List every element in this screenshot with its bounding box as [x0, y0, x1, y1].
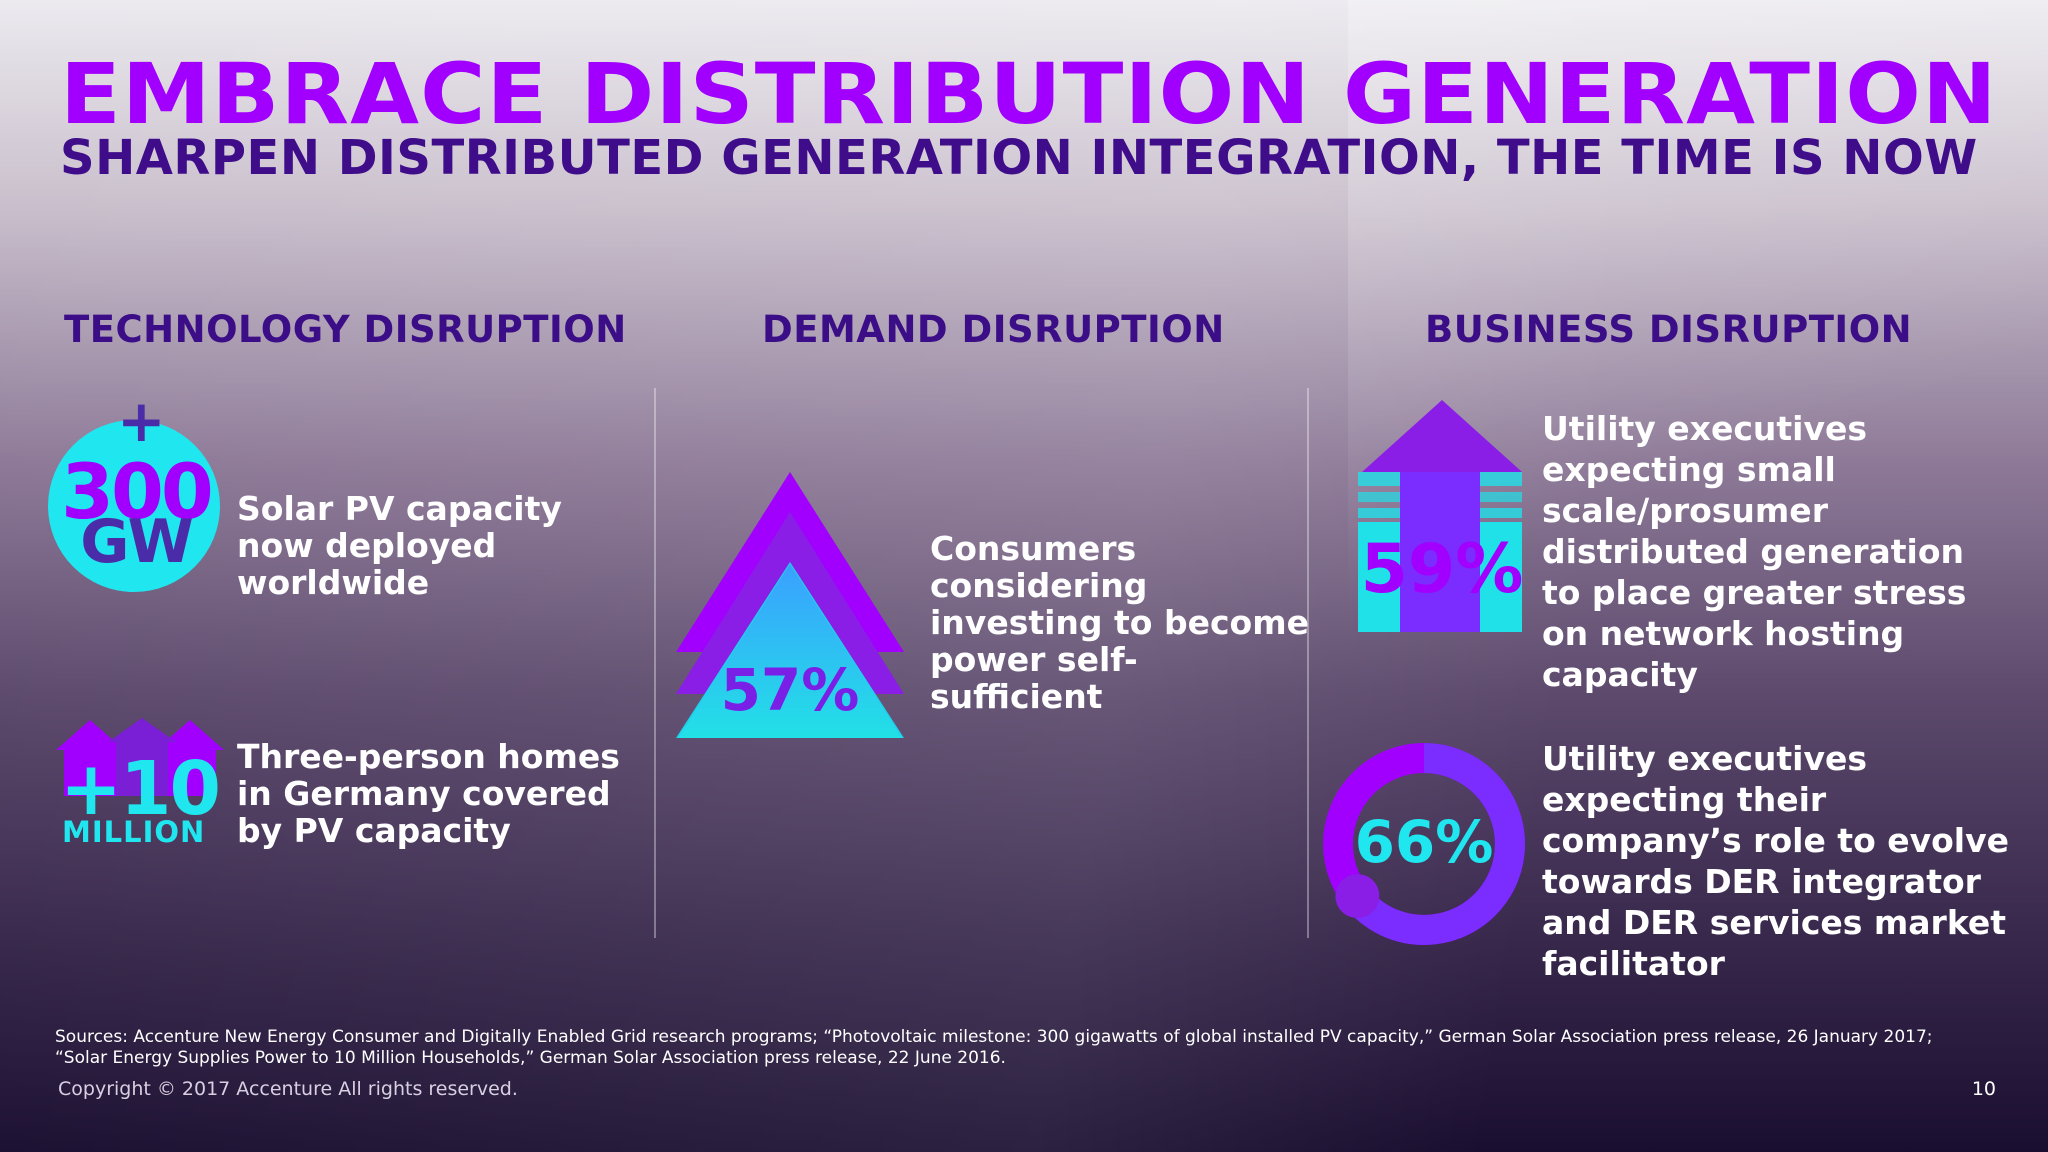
heading-demand-disruption: DEMAND DISRUPTION [762, 308, 1225, 351]
column-divider-left [654, 388, 656, 938]
stat-66-percent: 66% [1354, 808, 1494, 876]
stat-66-description: Utility executives expecting their compa… [1542, 739, 2010, 983]
column-divider-right [1307, 388, 1309, 938]
stat-59-percent: 59% [1360, 530, 1524, 609]
stat-million-unit: MILLION [62, 815, 206, 849]
stat-57-description: Consumers considering investing to becom… [930, 529, 1309, 716]
triangle-stack-icon [676, 472, 904, 738]
plus-sign: + [117, 387, 166, 455]
stat-59-description: Utility executives expecting small scale… [1542, 409, 1967, 694]
donut-gauge-icon [1323, 743, 1525, 945]
slide-title: EMBRACE DISTRIBUTION GENERATION [60, 45, 1998, 143]
gw-circle-icon [48, 420, 220, 592]
stat-300-description: Solar PV capacity now deployed worldwide [237, 489, 562, 602]
stat-300: 300 [61, 447, 214, 536]
heading-business-disruption: BUSINESS DISRUPTION [1425, 308, 1913, 351]
slide-subtitle: SHARPEN DISTRIBUTED GENERATION INTEGRATI… [60, 130, 1978, 186]
heading-technology-disruption: TECHNOLOGY DISRUPTION [64, 308, 627, 351]
page-number: 10 [1971, 1078, 1996, 1100]
stat-57-percent: 57% [720, 656, 860, 724]
sources-footnote: Sources: Accenture New Energy Consumer a… [55, 1027, 1933, 1068]
stat-gw-unit: GW [80, 507, 193, 577]
up-arrow-icon [1358, 400, 1522, 632]
copyright-text: Copyright © 2017 Accenture All rights re… [58, 1078, 518, 1100]
houses-icon [56, 718, 224, 796]
stat-10-million-description: Three-person homes in Germany covered by… [237, 737, 620, 850]
stat-10-million: +10 [60, 746, 221, 832]
